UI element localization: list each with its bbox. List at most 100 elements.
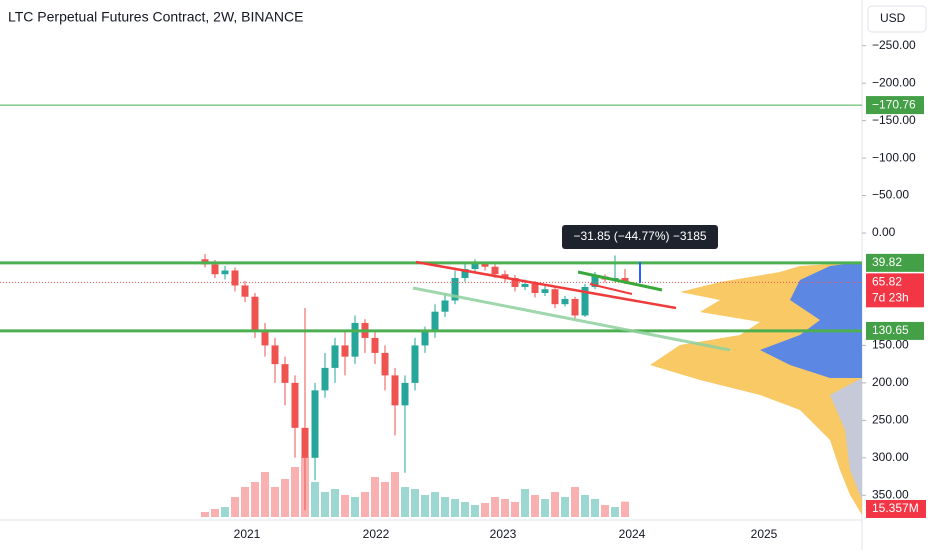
volume-bar bbox=[311, 482, 319, 517]
volume-profile bbox=[760, 262, 862, 378]
candle-body bbox=[251, 296, 259, 331]
volume-bar bbox=[521, 489, 529, 517]
last-price-tag bbox=[866, 273, 924, 308]
volume-bar bbox=[421, 495, 429, 517]
candle-body bbox=[551, 289, 559, 305]
y-tick-label: −250.00 bbox=[872, 38, 916, 52]
level-label: 39.82 bbox=[872, 255, 902, 269]
volume-bar bbox=[511, 502, 519, 517]
currency-button[interactable] bbox=[867, 5, 927, 33]
y-tick-label: 350.00 bbox=[872, 487, 909, 501]
volume-bar bbox=[491, 497, 499, 517]
candle-body bbox=[311, 390, 319, 458]
level-tag bbox=[866, 321, 924, 340]
volume-bar bbox=[531, 495, 539, 517]
volume-bar bbox=[431, 492, 439, 517]
volume-bar bbox=[381, 482, 389, 517]
candle-body bbox=[301, 427, 309, 458]
candle-body bbox=[471, 262, 479, 269]
candle-body bbox=[321, 367, 329, 391]
chart-title: LTC Perpetual Futures Contract, 2W, BINA… bbox=[8, 9, 303, 25]
level-label: 130.65 bbox=[872, 323, 909, 337]
candle-body bbox=[461, 268, 469, 278]
volume-bar bbox=[361, 492, 369, 517]
candle-body bbox=[481, 262, 489, 267]
volume-bar bbox=[501, 499, 509, 517]
volume-bar bbox=[621, 501, 629, 517]
volume-bar bbox=[261, 472, 269, 517]
currency[interactable]: USD bbox=[880, 11, 906, 25]
volume-bar bbox=[451, 499, 459, 517]
candle-body bbox=[591, 276, 599, 287]
volume-bar bbox=[351, 497, 359, 517]
volume-bar bbox=[371, 477, 379, 517]
candle-body bbox=[581, 286, 589, 316]
candle-body bbox=[541, 289, 549, 293]
candle-body bbox=[341, 345, 349, 357]
candle-body bbox=[261, 330, 269, 346]
trendline bbox=[415, 260, 677, 310]
countdown: 7d 23h bbox=[872, 291, 909, 305]
y-tick-label: 250.00 bbox=[872, 413, 909, 427]
volume-label: 15.357M bbox=[872, 501, 919, 515]
candle-body bbox=[411, 345, 419, 383]
y-tick-label: −150.00 bbox=[872, 113, 916, 127]
volume-profile bbox=[830, 378, 862, 500]
candle-body bbox=[531, 283, 539, 293]
candle-body bbox=[571, 298, 579, 316]
y-tick-label: −200.00 bbox=[872, 75, 916, 89]
candle-body bbox=[451, 277, 459, 301]
candle-body bbox=[521, 283, 529, 287]
y-tick-label: −50.00 bbox=[872, 188, 909, 202]
volume-bar bbox=[561, 497, 569, 517]
level-tag bbox=[866, 96, 924, 115]
volume-bar bbox=[611, 507, 619, 517]
y-tick-label: −100.00 bbox=[872, 150, 916, 164]
volume-bar bbox=[211, 509, 219, 517]
volume-bar bbox=[251, 482, 259, 517]
candle-body bbox=[501, 274, 509, 278]
volume-bar bbox=[201, 512, 209, 517]
volume-bar bbox=[281, 479, 289, 517]
volume-bar bbox=[331, 489, 339, 517]
volume-bar bbox=[411, 489, 419, 517]
volume-bar bbox=[441, 497, 449, 517]
candle-body bbox=[431, 311, 439, 331]
volume-bar bbox=[571, 487, 579, 517]
candle-body bbox=[401, 382, 409, 406]
volume-bar bbox=[341, 495, 349, 517]
volume-bar bbox=[391, 472, 399, 517]
volume-bar bbox=[231, 497, 239, 517]
volume-bar bbox=[271, 487, 279, 517]
candle-body bbox=[381, 352, 389, 376]
volume-bar bbox=[591, 499, 599, 517]
volume-bar bbox=[481, 503, 489, 517]
trendline bbox=[589, 283, 633, 295]
candle-body bbox=[621, 277, 629, 283]
candle-body bbox=[561, 298, 569, 305]
candle-body bbox=[271, 345, 279, 365]
volume-profile bbox=[650, 262, 862, 515]
candle-body bbox=[281, 364, 289, 383]
candle-body bbox=[351, 322, 359, 357]
measure-tooltip bbox=[562, 225, 718, 249]
level-label: −170.76 bbox=[872, 97, 916, 111]
y-tick-label: 150.00 bbox=[872, 338, 909, 352]
measure-text: −31.85 (−44.77%) −3185 bbox=[573, 229, 706, 243]
volume-bar bbox=[321, 492, 329, 517]
volume-bar bbox=[461, 502, 469, 517]
candle-body bbox=[211, 264, 219, 275]
volume-bar bbox=[601, 505, 609, 517]
volume-bar bbox=[291, 467, 299, 517]
x-tick-label: 2023 bbox=[490, 527, 517, 541]
candle-body bbox=[231, 270, 239, 286]
volume-bar bbox=[581, 495, 589, 517]
candle-body bbox=[221, 270, 229, 275]
candle-body bbox=[441, 300, 449, 312]
y-tick-label: 200.00 bbox=[872, 375, 909, 389]
y-tick-label: 0.00 bbox=[872, 225, 896, 239]
volume-bar bbox=[221, 507, 229, 517]
volume-bar bbox=[541, 499, 549, 517]
volume-tag bbox=[866, 500, 926, 518]
